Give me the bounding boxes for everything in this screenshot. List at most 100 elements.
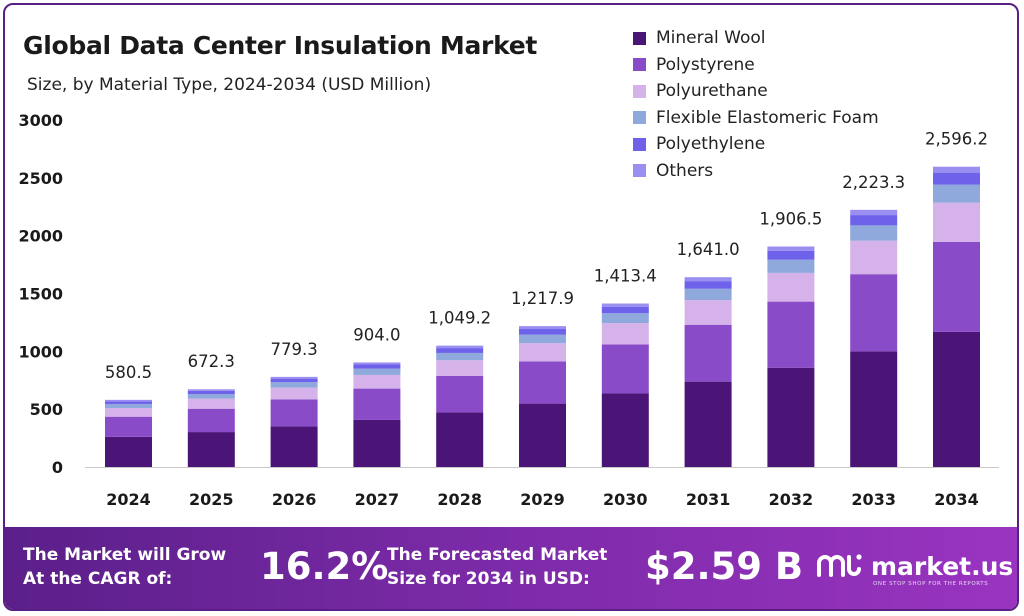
bar-segment-others: [684, 277, 732, 282]
cagr-value: 16.2%: [260, 545, 389, 588]
bar-total-label: 1,049.2: [428, 309, 491, 328]
bar-segment-polyurethane: [105, 408, 152, 417]
bar-total-label: 580.5: [105, 363, 152, 382]
forecast-label: The Forecasted Market Size for 2034 in U…: [387, 543, 607, 591]
x-tick-label: 2028: [437, 490, 482, 509]
bar-segment-flexible-elastomeric-foam: [270, 382, 318, 388]
bar-segment-others: [105, 399, 152, 402]
bar-segment-mineral-wool: [767, 367, 815, 467]
bar-segment-polyethylene: [187, 390, 235, 395]
footer-banner: The Market will Grow At the CAGR of: 16.…: [5, 527, 1017, 609]
bar-segment-flexible-elastomeric-foam: [105, 403, 152, 409]
bar-segment-polystyrene: [436, 375, 484, 413]
bar-segment-others: [519, 326, 566, 330]
bar-segment-flexible-elastomeric-foam: [850, 225, 898, 241]
bar-segment-others: [187, 389, 235, 391]
bar-segment-mineral-wool: [270, 426, 318, 467]
forecast-value: $2.59 B: [645, 545, 804, 588]
x-tick-label: 2029: [520, 490, 565, 509]
y-tick-label: 500: [30, 400, 63, 419]
bar-segment-polystyrene: [601, 344, 649, 394]
bar-total-label: 904.0: [353, 325, 400, 344]
bar-segment-mineral-wool: [850, 351, 898, 467]
bar-total-label: 672.3: [188, 352, 235, 371]
bar-segment-others: [270, 376, 318, 379]
legend-item-polystyrene: Polystyrene: [633, 52, 879, 79]
bar-segment-polyurethane: [850, 240, 898, 275]
cagr-label-line2: At the CAGR of:: [23, 569, 173, 589]
bar-segment-flexible-elastomeric-foam: [436, 352, 484, 361]
bar-segment-others: [601, 303, 649, 307]
bar-total-label: 1,413.4: [594, 267, 657, 286]
bar-segment-polyethylene: [353, 364, 401, 369]
bar-segment-others: [933, 166, 980, 173]
y-tick-label: 0: [52, 458, 63, 477]
legend-swatch: [633, 137, 646, 151]
bar-segment-polyurethane: [933, 202, 980, 242]
bar-segment-polyurethane: [436, 360, 484, 376]
bar-segment-polyurethane: [187, 398, 235, 409]
bar-total-label: 1,906.5: [759, 209, 822, 228]
brand-logo: market.us ONE STOP SHOP FOR THE REPORTS: [815, 549, 1014, 587]
chart-title: Global Data Center Insulation Market: [23, 31, 538, 60]
x-tick-label: 2030: [603, 490, 648, 509]
x-tick-label: 2033: [851, 490, 896, 509]
bar-segment-polystyrene: [270, 399, 318, 427]
legend-item-polyurethane: Polyurethane: [633, 78, 879, 105]
bar-segment-others: [850, 209, 898, 216]
bar-segment-mineral-wool: [684, 381, 732, 467]
bar-segment-mineral-wool: [105, 436, 152, 467]
bar-segment-others: [436, 345, 484, 349]
market-us-logo-icon: [817, 554, 862, 577]
bar-segment-polystyrene: [767, 301, 815, 368]
bar-segment-polyethylene: [933, 172, 980, 185]
bar-segment-others: [767, 246, 815, 251]
y-tick-label: 2000: [18, 227, 63, 246]
bar-segment-polyurethane: [353, 374, 401, 389]
bar-segment-flexible-elastomeric-foam: [933, 184, 980, 203]
bar-segment-mineral-wool: [187, 432, 235, 467]
bar-segment-polystyrene: [933, 241, 980, 332]
y-tick-label: 2500: [18, 169, 63, 188]
bar-segment-polyethylene: [436, 348, 484, 353]
x-tick-label: 2025: [189, 490, 234, 509]
cagr-label-line1: The Market will Grow: [23, 545, 227, 565]
bar-segment-polyethylene: [519, 329, 566, 335]
chart-frame: Global Data Center Insulation Market Siz…: [3, 3, 1019, 611]
legend-label: Polyurethane: [656, 81, 768, 102]
brand-name: market.us: [871, 551, 1014, 581]
bar-segment-polyurethane: [519, 343, 566, 362]
bar-segment-flexible-elastomeric-foam: [519, 334, 566, 344]
bar-segment-polyethylene: [601, 306, 649, 314]
bar-total-label: 2,596.2: [925, 130, 988, 149]
y-tick-label: 3000: [18, 111, 63, 130]
legend-label: Polyethylene: [656, 134, 766, 155]
forecast-label-line1: The Forecasted Market: [387, 545, 608, 565]
x-tick-label: 2032: [769, 490, 814, 509]
bar-segment-flexible-elastomeric-foam: [601, 313, 649, 324]
bar-segment-polyethylene: [105, 401, 152, 404]
bar-segment-polyurethane: [767, 272, 815, 302]
brand-tagline: ONE STOP SHOP FOR THE REPORTS: [873, 581, 989, 587]
bar-segment-polystyrene: [187, 408, 235, 433]
legend-swatch: [633, 31, 646, 45]
legend-label: Flexible Elastomeric Foam: [656, 107, 879, 128]
stacked-bar-chart: 0 500 1000 1500 2000 2500 3000 580.5 2024 672.3 20…: [18, 111, 999, 509]
y-tick-label: 1000: [18, 342, 63, 361]
legend-item-others: Others: [633, 158, 879, 185]
bar-segment-polyethylene: [850, 215, 898, 226]
legend-swatch: [633, 58, 646, 72]
legend: Mineral Wool Polystyrene Polyurethane Fl…: [633, 25, 879, 184]
y-tick-label: 1500: [18, 285, 63, 304]
bar-total-label: 1,217.9: [511, 289, 574, 308]
bar-segment-mineral-wool: [353, 419, 401, 467]
x-tick-label: 2026: [272, 490, 317, 509]
legend-item-flexible-elastomeric-foam: Flexible Elastomeric Foam: [633, 105, 879, 132]
bar-segment-polyurethane: [270, 387, 318, 400]
legend-item-polyethylene: Polyethylene: [633, 131, 879, 158]
bar-total-label: 1,641.0: [677, 240, 740, 259]
bar-segment-mineral-wool: [933, 331, 980, 467]
legend-swatch: [633, 111, 646, 125]
bar-segment-flexible-elastomeric-foam: [187, 394, 235, 399]
cagr-label: The Market will Grow At the CAGR of:: [23, 543, 226, 591]
